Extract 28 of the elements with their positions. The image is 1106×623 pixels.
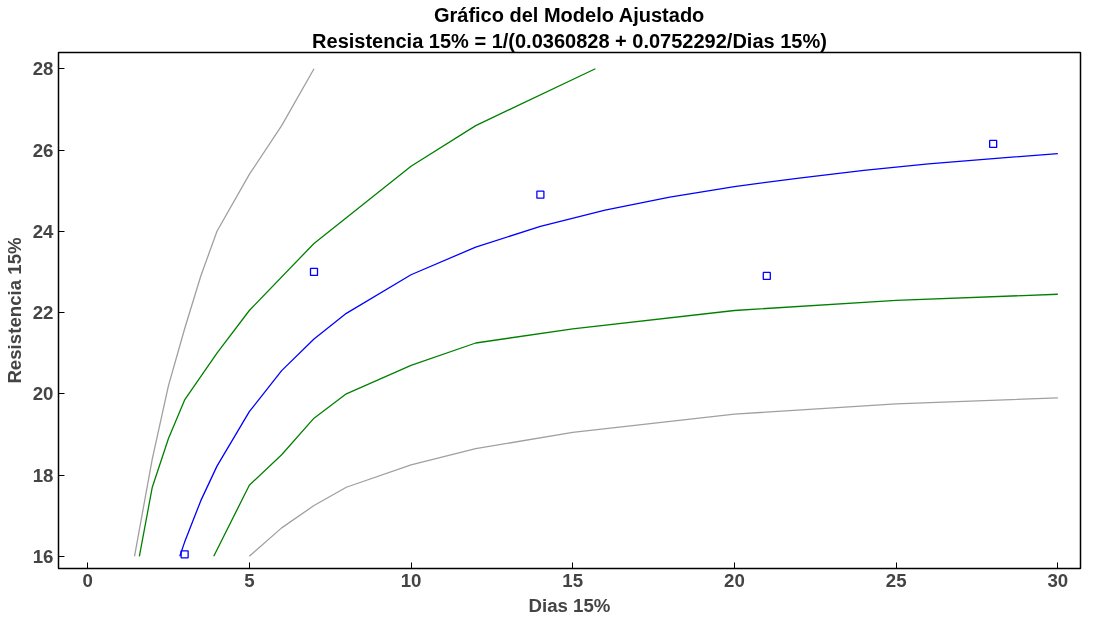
line-series — [133, 68, 315, 557]
x-tick-label: 15 — [562, 569, 584, 591]
x-tick-label: 10 — [400, 569, 422, 591]
y-axis-title: Resistencia 15% — [3, 236, 25, 384]
point — [989, 139, 998, 149]
line-series — [248, 397, 1059, 557]
y-tick-label: 22 — [32, 302, 54, 324]
y-tick-label: 20 — [32, 383, 54, 405]
point — [180, 550, 189, 559]
x-tick-label: 20 — [724, 569, 745, 591]
chart-subtitle: Resistencia 15% = 1/(0.0360828 + 0.0752292/Dias 15%) — [312, 29, 827, 52]
y-tick-label: 18 — [32, 464, 54, 486]
point — [762, 271, 771, 281]
y-tick-label: 28 — [32, 58, 54, 80]
x-axis-title: Dias 15% — [528, 594, 611, 616]
point — [309, 267, 319, 277]
y-tick-label: 24 — [32, 220, 55, 242]
point — [536, 190, 545, 199]
line-series — [179, 153, 1059, 557]
line-series — [213, 293, 1059, 557]
x-tick-label: 30 — [1047, 569, 1069, 591]
x-tick-label: 5 — [244, 569, 255, 591]
x-tick-label: 0 — [82, 569, 93, 591]
line-series — [138, 68, 597, 557]
y-tick-label: 26 — [32, 139, 54, 161]
y-tick-label: 16 — [32, 545, 54, 567]
x-tick-label: 25 — [885, 569, 907, 591]
chart-title: Gráfico del Modelo Ajustado — [433, 3, 705, 26]
